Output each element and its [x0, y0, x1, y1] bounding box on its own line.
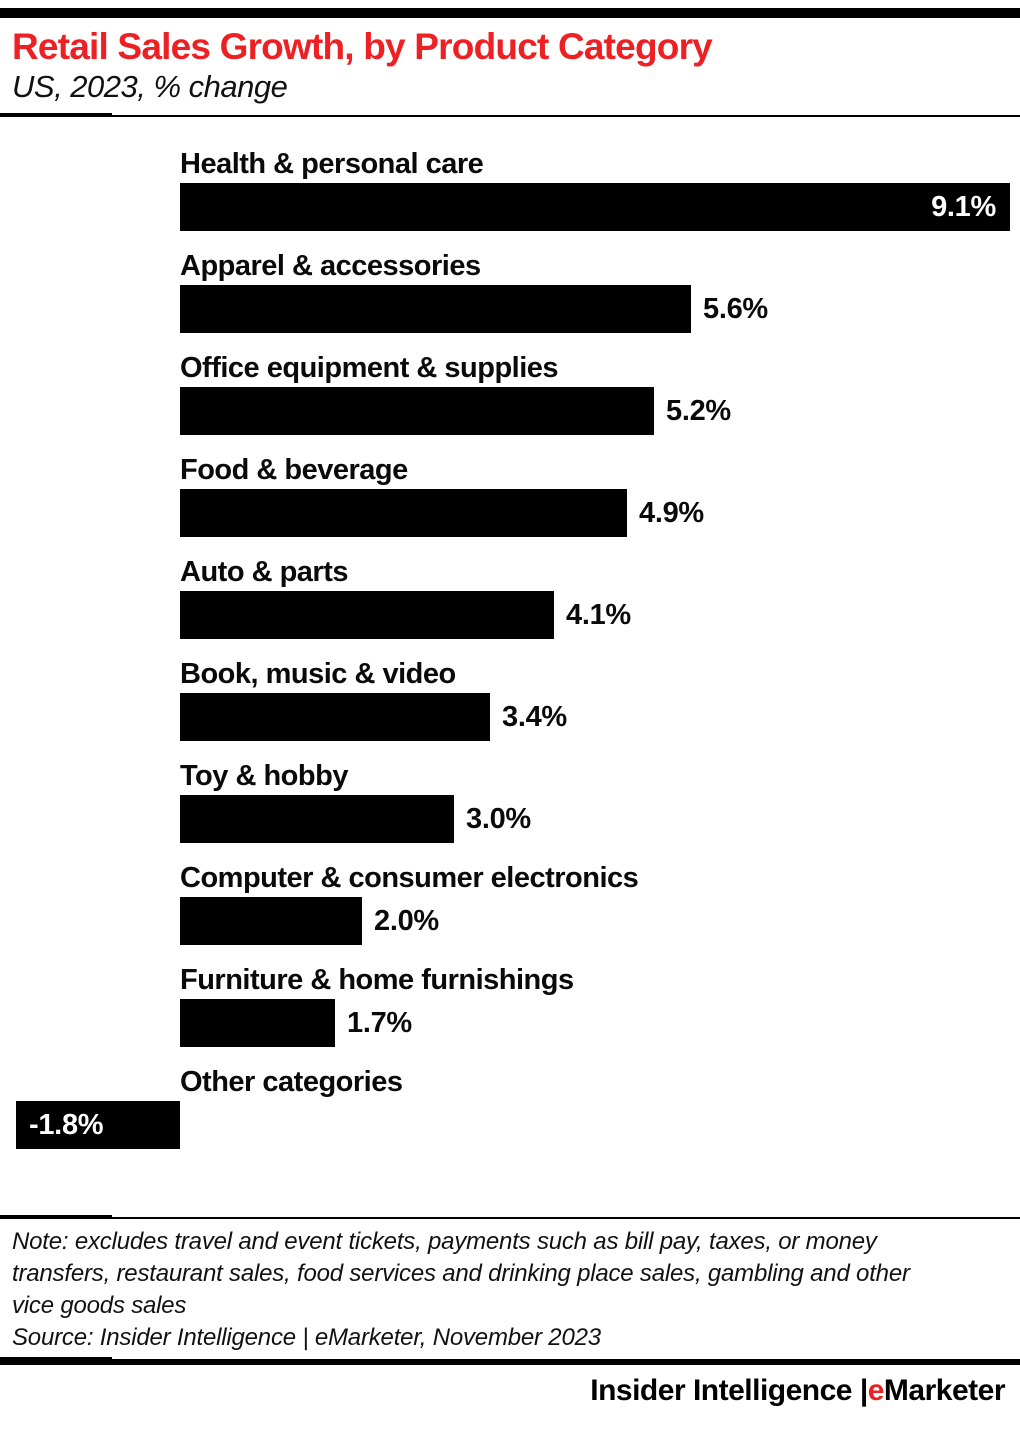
bar-row: Toy & hobby 3.0% — [0, 759, 1020, 861]
brand-e-red: e — [867, 1373, 885, 1407]
brand-footer: Insider Intelligence |eMarketer — [0, 1374, 1020, 1408]
category-label: Apparel & accessories — [180, 249, 481, 282]
bar-row: Apparel & accessories 5.6% — [0, 249, 1020, 351]
bar-row: Book, music & video 3.4% — [0, 657, 1020, 759]
category-label: Book, music & video — [180, 657, 456, 690]
bar-row: Food & beverage 4.9% — [0, 453, 1020, 555]
bar — [180, 386, 654, 435]
bar: 9.1% — [180, 182, 1010, 231]
bar: -1.8% — [16, 1100, 180, 1149]
value-label: 2.0% — [374, 904, 439, 937]
top-rule — [0, 8, 1020, 18]
chart-title: Retail Sales Growth, by Product Category — [12, 26, 713, 67]
bar — [180, 488, 627, 537]
brand-pipe: | — [859, 1373, 868, 1407]
bottom-rule — [0, 1356, 1020, 1365]
bar — [180, 590, 554, 639]
bar — [180, 896, 362, 945]
category-label: Health & personal care — [180, 147, 484, 180]
bar-row: Auto & parts 4.1% — [0, 555, 1020, 657]
bar — [180, 998, 335, 1047]
bar-row: Furniture & home furnishings 1.7% — [0, 963, 1020, 1065]
value-label: 1.7% — [347, 1006, 412, 1039]
value-label: 5.6% — [703, 292, 768, 325]
bar — [180, 692, 490, 741]
value-label: 3.0% — [466, 802, 531, 835]
header-divider — [0, 112, 1020, 117]
brand-marketer: Marketer — [883, 1373, 1006, 1407]
category-label: Other categories — [180, 1065, 403, 1098]
category-label: Toy & hobby — [180, 759, 348, 792]
value-label: 9.1% — [931, 190, 996, 223]
bar-chart: Health & personal care 9.1% Apparel & acce… — [0, 147, 1020, 1167]
bar-row: Office equipment & supplies 5.2% — [0, 351, 1020, 453]
brand-insider-intelligence: Insider Intelligence — [590, 1373, 860, 1407]
bar — [180, 794, 454, 843]
value-label: 3.4% — [502, 700, 567, 733]
chart-source: Source: Insider Intelligence | eMarketer… — [12, 1323, 601, 1351]
bar-row: Other categories -1.8% — [0, 1065, 1020, 1167]
bar-row: Health & personal care 9.1% — [0, 147, 1020, 249]
chart-subtitle: US, 2023, % change — [12, 69, 288, 105]
category-label: Furniture & home furnishings — [180, 963, 574, 996]
value-label: 4.9% — [639, 496, 704, 529]
note-divider — [0, 1214, 1020, 1219]
chart-note: Note: excludes travel and event tickets,… — [12, 1227, 910, 1319]
note-block: Note: excludes travel and event tickets,… — [12, 1226, 1008, 1354]
value-label: 4.1% — [566, 598, 631, 631]
category-label: Office equipment & supplies — [180, 351, 559, 384]
bar-row: Computer & consumer electronics 2.0% — [0, 861, 1020, 963]
category-label: Food & beverage — [180, 453, 408, 486]
category-label: Computer & consumer electronics — [180, 861, 639, 894]
bar — [180, 284, 691, 333]
value-label: 5.2% — [666, 394, 731, 427]
category-label: Auto & parts — [180, 555, 349, 588]
value-label: -1.8% — [29, 1108, 104, 1141]
